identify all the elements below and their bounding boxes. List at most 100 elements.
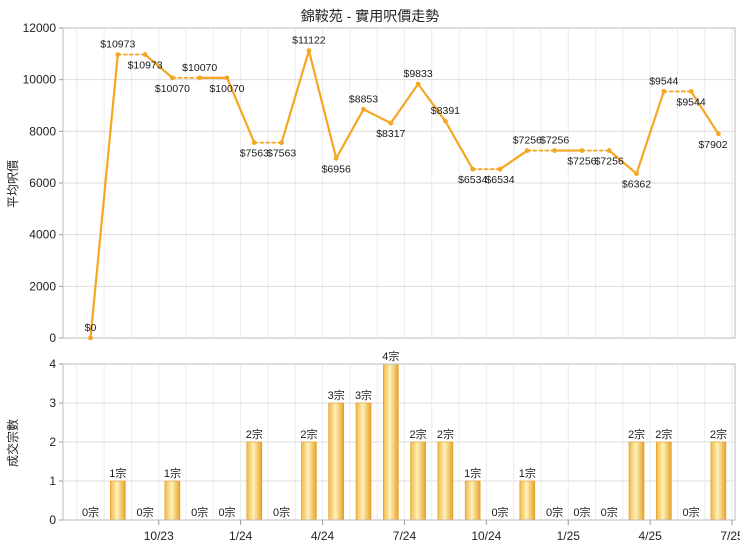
count-bar-label: 0宗 (491, 505, 508, 519)
count-bar-label: 3宗 (355, 388, 372, 402)
count-x-tick-label: 4/24 (311, 529, 335, 543)
count-bar-label: 0宗 (601, 505, 618, 519)
price-line-segment (608, 149, 638, 175)
price-point (388, 120, 394, 126)
price-point-label: $7256 (513, 135, 542, 147)
count-bar-label: 0宗 (137, 505, 154, 519)
price-point (716, 131, 721, 137)
price-y-tick-label: 0 (49, 331, 56, 345)
price-line-segment (89, 53, 119, 340)
count-bar-label: 2宗 (246, 427, 263, 441)
count-bar-label: 2宗 (628, 427, 645, 441)
count-y-tick-label: 3 (49, 396, 56, 410)
price-y-tick-label: 6000 (29, 176, 56, 190)
price-point (115, 52, 121, 57)
count-bar-label: 0宗 (191, 505, 208, 519)
price-point (333, 155, 339, 161)
price-line-series (89, 49, 720, 340)
count-bar (519, 480, 536, 521)
count-y-tick-label: 2 (49, 435, 56, 449)
count-bar-label: 2宗 (710, 427, 727, 441)
price-line-segment (225, 76, 256, 144)
count-x-tick-label: 7/24 (393, 529, 417, 543)
count-bar-label: 1宗 (109, 466, 126, 480)
price-point-label: $9544 (676, 96, 705, 108)
price-point-label: $6362 (622, 179, 651, 191)
price-point (552, 148, 557, 153)
price-point (634, 171, 639, 177)
price-point (443, 118, 448, 124)
price-point-label: $10070 (182, 62, 217, 74)
price-point-label: $10070 (155, 83, 190, 95)
count-bar-label: 0宗 (218, 505, 235, 519)
price-point-label: $11122 (292, 35, 326, 47)
count-axes: 0 1 2 3 4 (49, 357, 736, 527)
count-bar-label: 1宗 (519, 466, 536, 480)
count-bar (301, 441, 317, 521)
price-point-label: $10973 (100, 39, 135, 51)
price-line-segment (389, 82, 420, 125)
price-point (415, 81, 421, 87)
count-plot-frame (62, 363, 736, 521)
price-point (197, 75, 203, 81)
chart-title: 錦鞍苑 - 實用呎價走勢 (301, 8, 439, 24)
price-point (170, 75, 175, 81)
price-point-label: $9544 (649, 75, 678, 87)
price-point-label: $6534 (485, 174, 514, 186)
price-point-label: $10070 (209, 83, 244, 95)
count-bars (110, 363, 727, 521)
price-line-segment (498, 149, 529, 171)
price-line-segment (307, 49, 338, 160)
price-line-segment (689, 90, 720, 135)
price-point-label: $8317 (376, 128, 405, 140)
price-point-label: $7563 (267, 148, 296, 160)
count-bar (628, 441, 645, 521)
count-bar-label: 2宗 (300, 427, 317, 441)
price-point-label: $10973 (128, 60, 163, 72)
count-x-tick-label: 1/24 (229, 529, 253, 543)
count-bar-label: 0宗 (573, 505, 590, 519)
price-point (88, 335, 93, 341)
price-y-tick-label: 8000 (29, 124, 56, 138)
price-point-label: $8853 (349, 93, 378, 105)
price-point (606, 148, 612, 153)
price-y-tick-label: 4000 (29, 228, 56, 242)
count-bar (246, 441, 263, 521)
price-point (279, 140, 284, 146)
price-point (251, 140, 257, 146)
count-bar-label: 1宗 (464, 466, 481, 480)
count-bar (110, 480, 126, 521)
price-y-tick-label: 12000 (23, 21, 57, 35)
count-bar (355, 402, 372, 521)
count-x-tick-label: 1/25 (557, 529, 581, 543)
price-point (497, 166, 503, 172)
price-y-axis-title: 平均呎價 (6, 160, 20, 208)
count-bar-label: 2宗 (655, 427, 672, 441)
count-bar (382, 363, 399, 521)
price-line-segment (335, 108, 365, 160)
price-line-segment (362, 108, 392, 125)
price-gridlines (63, 27, 735, 339)
count-y-tick-label: 1 (49, 474, 56, 488)
price-point-label: $6956 (322, 163, 351, 175)
price-point (661, 89, 667, 94)
price-point-label: $0 (85, 322, 97, 334)
price-line-segment (417, 82, 447, 123)
count-bar-label: 3宗 (328, 388, 345, 402)
count-bar-label: 0宗 (273, 505, 290, 519)
count-bar (164, 480, 181, 521)
count-x-tick-label: 7/25 (720, 529, 740, 543)
price-line-segment (280, 49, 310, 144)
count-bar-label: 0宗 (546, 505, 563, 519)
price-point (579, 148, 585, 153)
price-y-tick-label: 2000 (29, 279, 56, 293)
price-point (361, 106, 366, 112)
price-point-label: $7256 (595, 156, 624, 168)
price-point-label: $7256 (540, 135, 569, 147)
price-line-segment (635, 90, 665, 175)
count-bar (710, 441, 727, 521)
count-bar-label: 0宗 (82, 505, 99, 519)
price-line-segment (144, 53, 174, 79)
count-bar-label: 4宗 (382, 349, 399, 363)
count-bar (328, 402, 345, 521)
